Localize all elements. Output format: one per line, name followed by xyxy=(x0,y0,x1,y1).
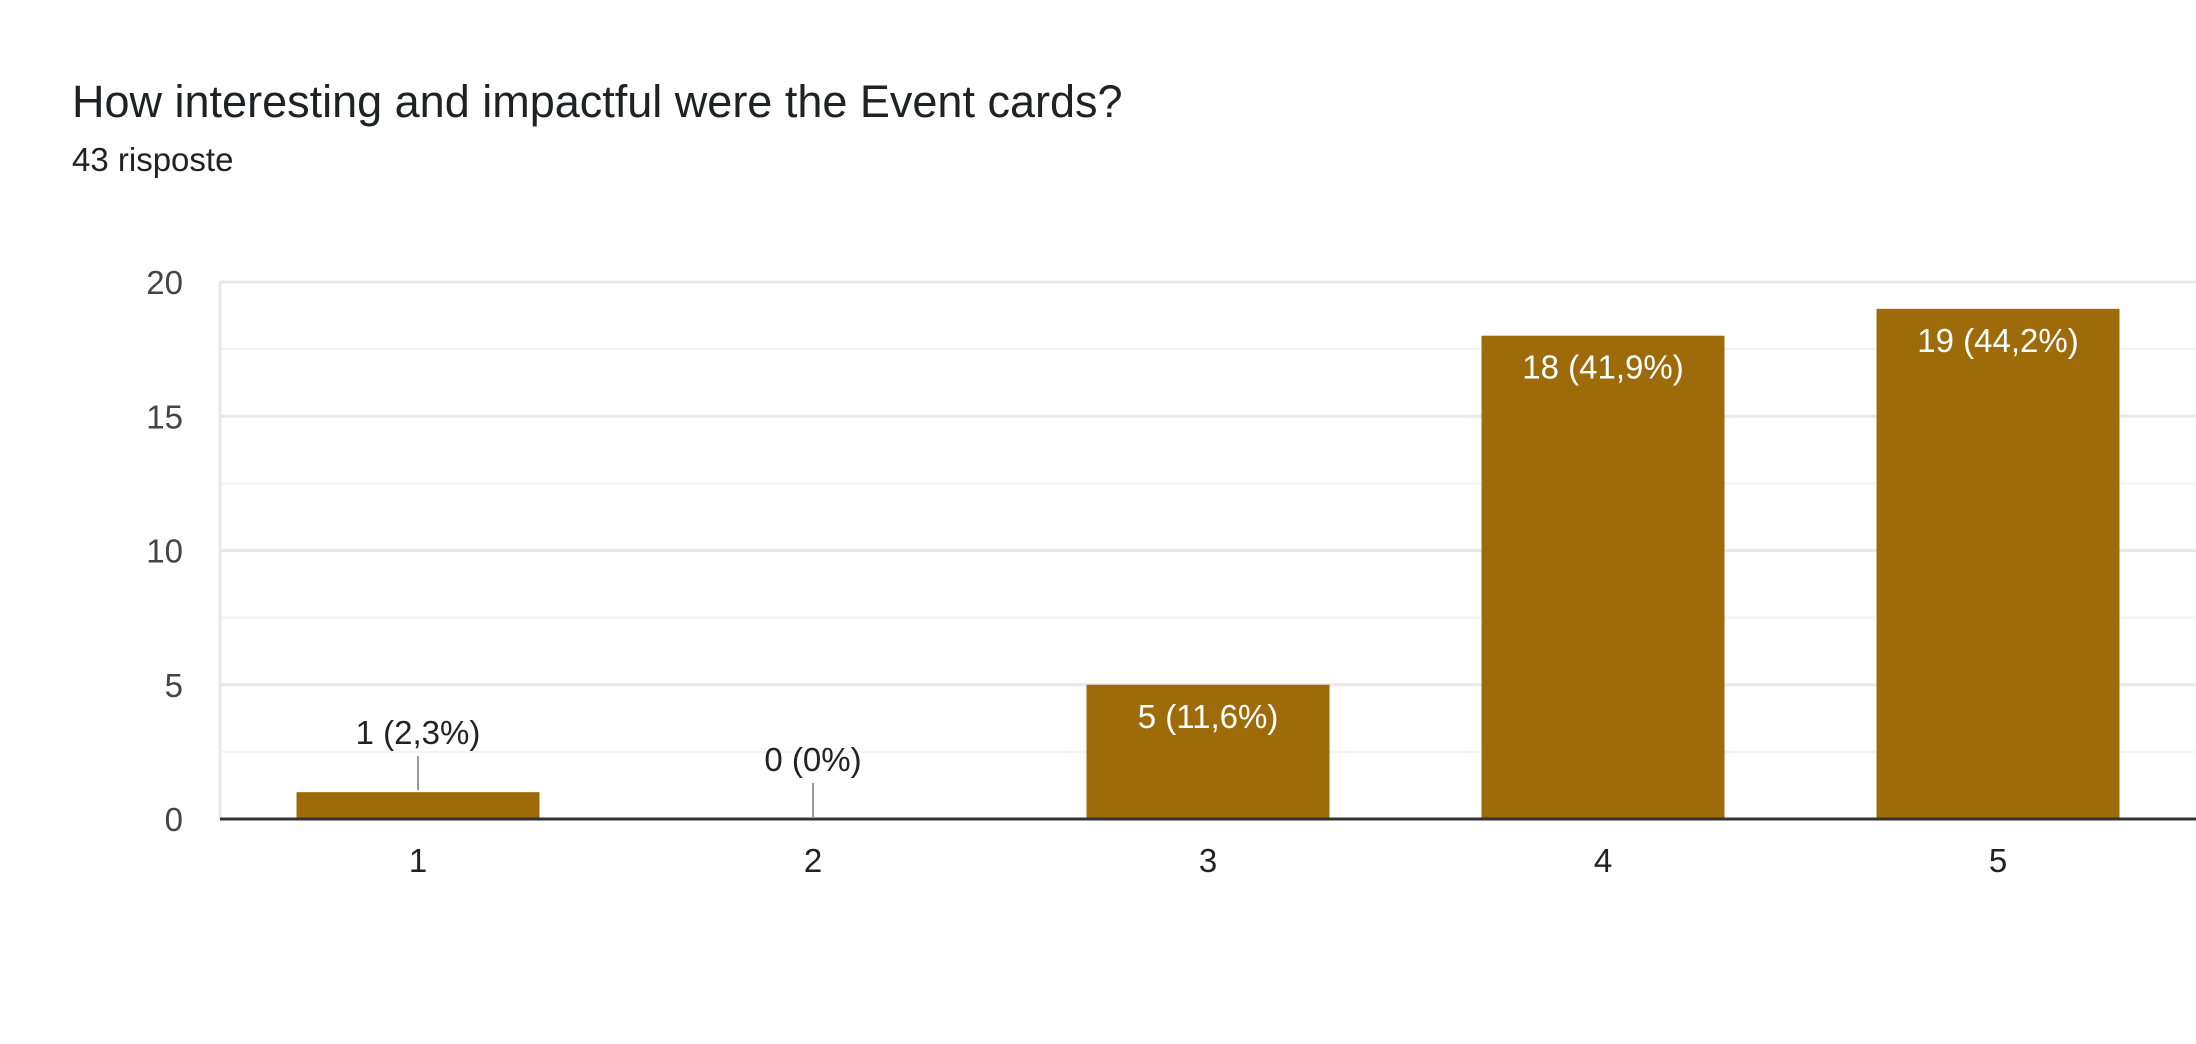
response-count: 43 risposte xyxy=(72,141,234,178)
data-label: 0 (0%) xyxy=(764,741,861,778)
data-label: 1 (2,3%) xyxy=(356,714,481,751)
chart-header: How interesting and impactful were the E… xyxy=(72,72,1123,182)
bar xyxy=(1086,684,1330,819)
x-tick-label: 3 xyxy=(1199,842,1217,879)
y-tick-label: 0 xyxy=(165,801,183,838)
x-tick-label: 4 xyxy=(1594,842,1612,879)
bar xyxy=(1481,335,1725,819)
y-tick-label: 15 xyxy=(146,398,183,435)
data-label: 5 (11,6%) xyxy=(1138,698,1279,735)
x-tick-label: 5 xyxy=(1989,842,2007,879)
data-label: 19 (44,2%) xyxy=(1917,322,2078,359)
y-tick-label: 20 xyxy=(146,264,183,301)
bar xyxy=(296,792,540,819)
data-label: 18 (41,9%) xyxy=(1522,349,1683,386)
x-tick-label: 2 xyxy=(804,842,822,879)
y-tick-label: 10 xyxy=(146,533,183,570)
y-tick-label: 5 xyxy=(165,667,183,704)
x-tick-label: 1 xyxy=(409,842,427,879)
bar xyxy=(1876,308,2120,819)
chart-title: How interesting and impactful were the E… xyxy=(72,76,1123,127)
